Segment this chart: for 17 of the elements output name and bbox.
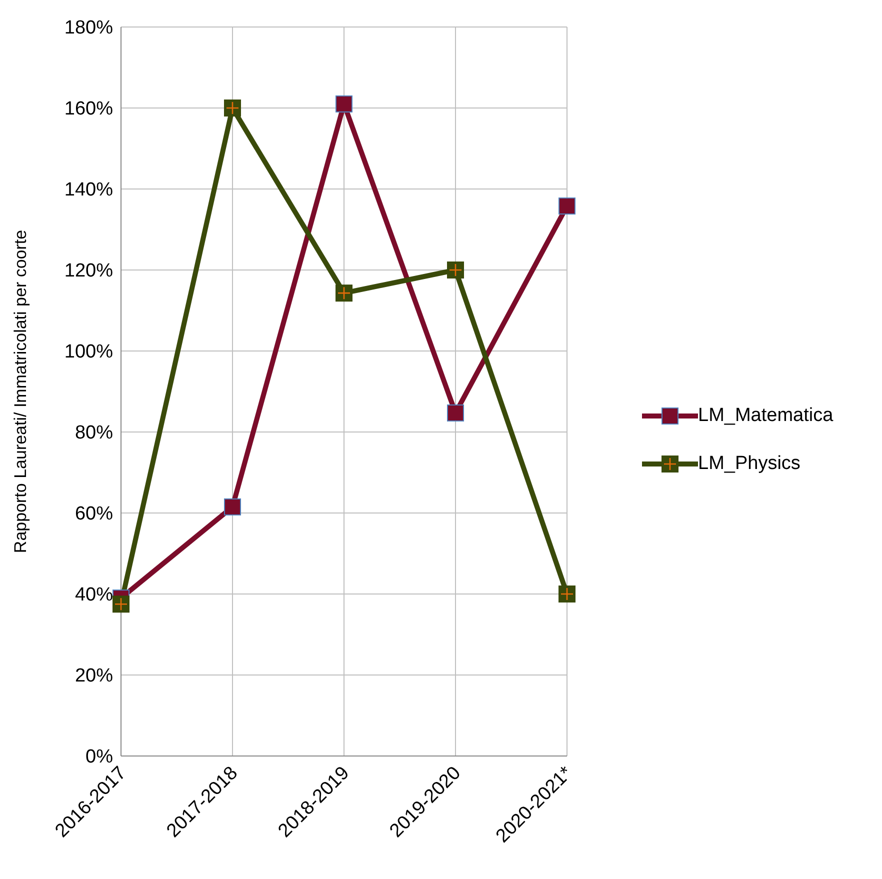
point xyxy=(336,95,352,112)
legend-label: LM_Physics xyxy=(698,452,800,474)
point xyxy=(447,404,464,422)
y-tick-label: 100% xyxy=(64,342,114,363)
y-tick-label: 20% xyxy=(74,666,114,687)
y-tick-label: 180% xyxy=(64,18,114,39)
point xyxy=(558,198,576,215)
y-tick-label: 0% xyxy=(86,746,114,768)
y-tick-label: 60% xyxy=(74,504,114,525)
y-axis-title: Rapporto Laureati/ Immatricolati per coorte xyxy=(11,230,30,554)
point xyxy=(224,498,241,516)
legend-label: LM_Matematica xyxy=(698,404,834,426)
y-tick-label: 140% xyxy=(64,180,114,201)
y-tick-label: 160% xyxy=(64,98,114,120)
y-tick-label: 120% xyxy=(64,260,114,282)
y-tick-label: 40% xyxy=(74,584,114,606)
y-tick-label: 80% xyxy=(74,422,114,444)
